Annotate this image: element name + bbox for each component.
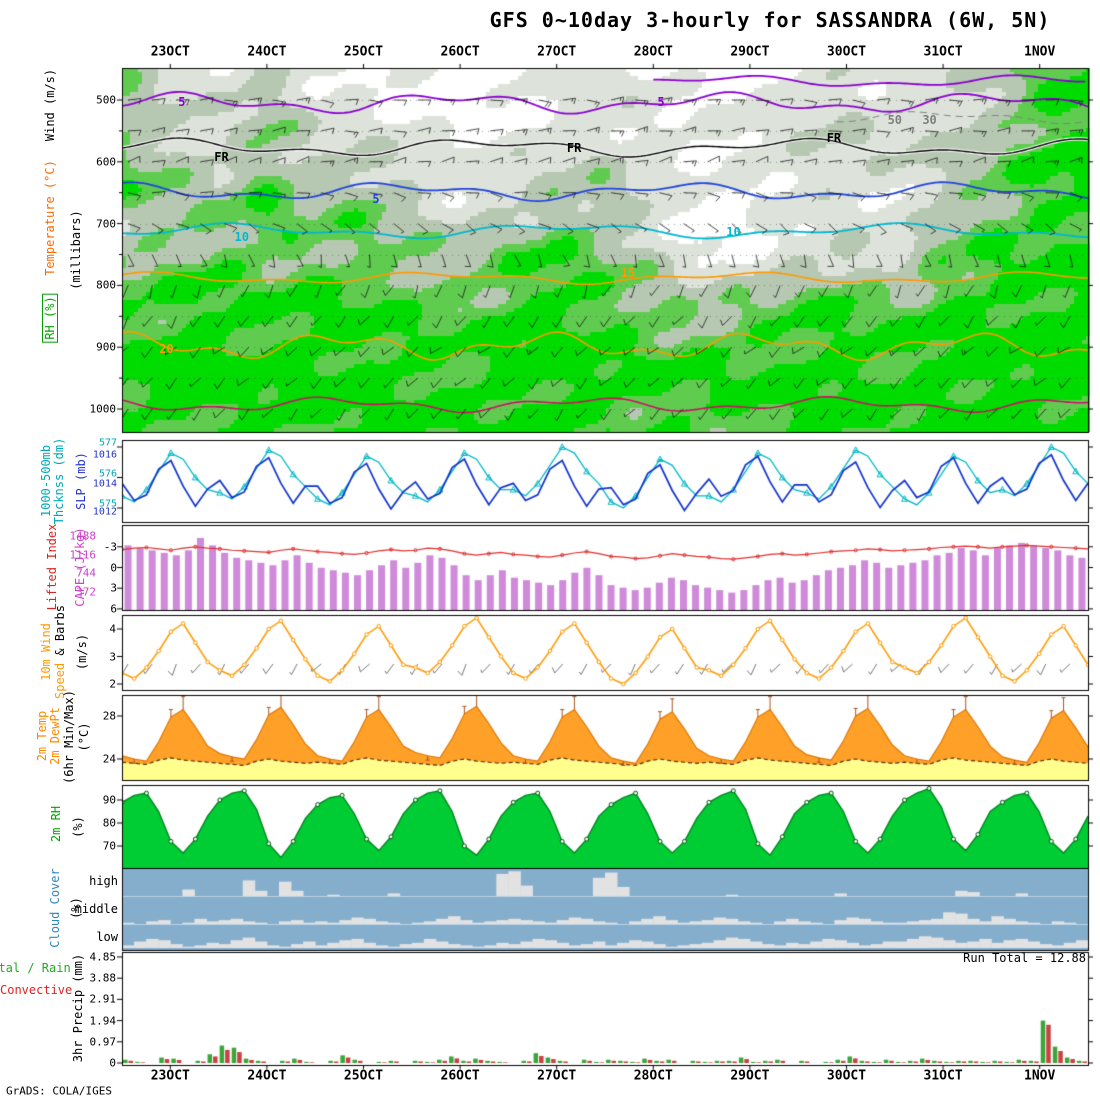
cape-tick: 744: [76, 566, 96, 580]
wind10-unit-label: (m/s): [75, 633, 89, 671]
run-total-label: Run Total = 12.88: [963, 951, 1086, 965]
precip-tick: 2.91: [89, 992, 117, 1006]
temp2m-tick: 24: [102, 752, 116, 766]
cape-tick: 372: [76, 585, 96, 598]
total-rain-label: Total / Rain: [0, 961, 71, 975]
contour-label-5: 5: [372, 191, 380, 206]
slp-tick: 1012: [92, 506, 117, 518]
contour-label-10: 10: [726, 224, 741, 239]
precip-tick: 0: [109, 1056, 116, 1070]
contour-label-20: 20: [159, 342, 174, 357]
x-axis-label-bottom: 23OCT: [150, 1068, 190, 1084]
x-axis-label-top: 31OCT: [923, 44, 963, 60]
contour-label-fr: FR: [214, 149, 229, 164]
x-axis-label-bottom: 30OCT: [826, 1068, 867, 1084]
pressure-tick: 1000: [89, 402, 117, 416]
contour-label-fr: FR: [566, 141, 582, 156]
x-axis-label-top: 29OCT: [730, 44, 770, 60]
wind10-label-line1: 10m Wind: [39, 623, 53, 681]
x-axis-label-top: 24OCT: [247, 44, 287, 60]
rh2m-tick: 80: [102, 816, 116, 830]
slp-tick: 1016: [92, 449, 117, 461]
x-axis-label-bottom: 25OCT: [343, 1068, 384, 1084]
contour-label-5: 5: [178, 94, 186, 109]
x-axis-label-bottom: 24OCT: [247, 1068, 287, 1084]
rh2m-tick: 70: [102, 839, 116, 853]
x-axis-label-bottom: 29OCT: [730, 1068, 770, 1084]
pressure-tick: 500: [96, 93, 116, 107]
rh2m-unit-label: (%): [71, 816, 85, 838]
precip-tick: 4.85: [89, 950, 117, 964]
contour-label-50: 50: [887, 113, 903, 128]
lifted-index-tick: 3: [110, 581, 117, 595]
contour-label-5: 5: [657, 94, 665, 109]
pressure-tick: 600: [96, 155, 116, 169]
wind10-tick: 2: [109, 677, 116, 691]
temperature-axis-label: Temperature (°C): [43, 160, 57, 276]
chart-title: GFS 0~10day 3-hourly for SASSANDRA (6W, …: [489, 8, 1051, 32]
rh-axis-label: RH (%): [42, 293, 58, 343]
lifted-index-tick: -3: [103, 540, 117, 554]
thickness-label-line1: 1000-500mb: [39, 444, 53, 518]
cape-tick: 1116: [69, 548, 97, 562]
rh2m-tick: 90: [102, 793, 116, 807]
precip-tick: 0.97: [89, 1035, 117, 1049]
millibars-axis-label: (millibars): [69, 210, 83, 290]
pressure-tick: 800: [96, 278, 116, 292]
cloud-row-high-label: high: [89, 874, 118, 888]
x-axis-label-top: 26OCT: [440, 44, 480, 60]
pressure-tick: 900: [96, 340, 116, 354]
thickness-tick: 577: [98, 437, 117, 449]
contour-label-10: 10: [234, 230, 250, 245]
contour-label-fr: FR: [826, 131, 842, 146]
wind-axis-label: Wind (m/s): [43, 68, 57, 142]
thickness-tick: 576: [98, 468, 117, 479]
slp-axis-label: SLP (mb): [74, 452, 88, 510]
precip-tick: 3.88: [89, 971, 117, 985]
lifted-index-axis-label: Lifted Index: [45, 523, 59, 611]
temp2m-unit-label: (°C): [77, 722, 91, 752]
wind10-label-line2: Speed & Barbs: [53, 605, 67, 699]
cloud-row-middle-label: middle: [74, 902, 118, 916]
x-axis-label-top: 30OCT: [826, 44, 867, 60]
rh-axis-label-box: RH (%): [42, 293, 58, 343]
temp2m-label-line3: (6hr Min/Max): [62, 690, 76, 784]
thickness-tick: 575: [98, 498, 117, 510]
x-axis-label-top: 28OCT: [633, 44, 673, 60]
x-axis-label-top: 1NOV: [1024, 44, 1056, 60]
wind10-tick: 4: [109, 622, 116, 636]
x-axis-label-bottom: 28OCT: [633, 1068, 673, 1084]
cloud-cover-axis-label: Cloud Cover: [48, 868, 62, 948]
lifted-index-tick: 6: [110, 602, 117, 616]
x-axis-label-bottom: 31OCT: [923, 1068, 963, 1084]
x-axis-label-top: 23OCT: [150, 44, 190, 60]
x-axis-label-bottom: 26OCT: [440, 1068, 480, 1084]
pressure-tick: 700: [96, 217, 116, 231]
rh2m-axis-label: 2m RH: [49, 805, 63, 843]
slp-tick: 1014: [92, 478, 117, 489]
convective-label: Convective: [0, 983, 73, 997]
precip-tick: 1.94: [89, 1014, 117, 1028]
contour-label-30: 30: [922, 113, 937, 128]
contour-label-15: 15: [620, 266, 636, 281]
temp2m-label-line2: 2m DewPt: [48, 707, 62, 765]
x-axis-label-top: 25OCT: [343, 44, 384, 60]
lifted-index-tick: 0: [110, 561, 117, 574]
x-axis-label-bottom: 27OCT: [537, 1068, 577, 1084]
cape-tick: 1488: [69, 529, 97, 543]
wind10-tick: 3: [109, 650, 116, 663]
precip-axis-label: 3hr Precip (mm): [71, 953, 85, 1063]
x-axis-label-bottom: 1NOV: [1024, 1068, 1056, 1084]
barbs-label: & Barbs: [53, 605, 67, 656]
grads-credit: GrADS: COLA/IGES: [6, 1084, 112, 1098]
x-axis-label-top: 27OCT: [537, 44, 577, 60]
cloud-row-low-label: low: [96, 930, 118, 944]
temp2m-tick: 28: [102, 709, 116, 723]
temp2m-label-line1: 2m Temp: [35, 710, 49, 762]
thickness-label-line2: Thcknss (dm): [52, 437, 66, 525]
